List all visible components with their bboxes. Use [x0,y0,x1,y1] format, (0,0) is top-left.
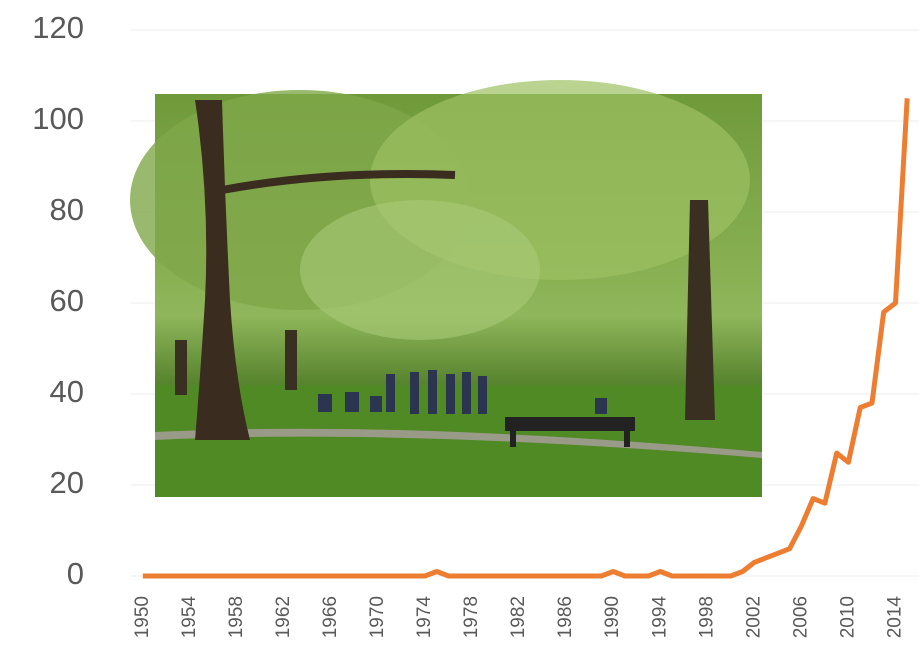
y-tick-label: 40 [50,374,84,409]
x-tick-label: 1950 [132,596,153,638]
x-tick-label: 1970 [367,596,388,638]
y-tick-label: 20 [50,465,84,500]
x-tick-label: 1966 [320,596,341,638]
x-tick-label: 2002 [743,596,764,638]
park-photo [130,80,762,497]
x-tick-label: 2010 [837,596,858,638]
y-tick-label: 0 [67,556,84,591]
y-tick-label: 60 [50,283,84,318]
data-line [142,98,910,579]
x-tick-label: 2014 [884,596,905,639]
x-tick-label: 1978 [461,596,482,638]
x-tick-label: 1986 [555,596,576,638]
y-tick-label: 80 [50,192,84,227]
x-tick-label: 1982 [508,596,529,638]
x-tick-label: 1994 [649,596,670,639]
x-tick-label: 1974 [414,596,435,639]
y-tick-label: 120 [32,10,84,45]
x-tick-label: 1990 [602,596,623,638]
x-tick-label: 1958 [226,596,247,638]
x-tick-label: 1962 [273,596,294,638]
x-tick-label: 1998 [696,596,717,638]
x-tick-label: 2006 [790,596,811,638]
x-tick-label: 1954 [179,596,200,639]
y-tick-label: 100 [32,101,84,136]
